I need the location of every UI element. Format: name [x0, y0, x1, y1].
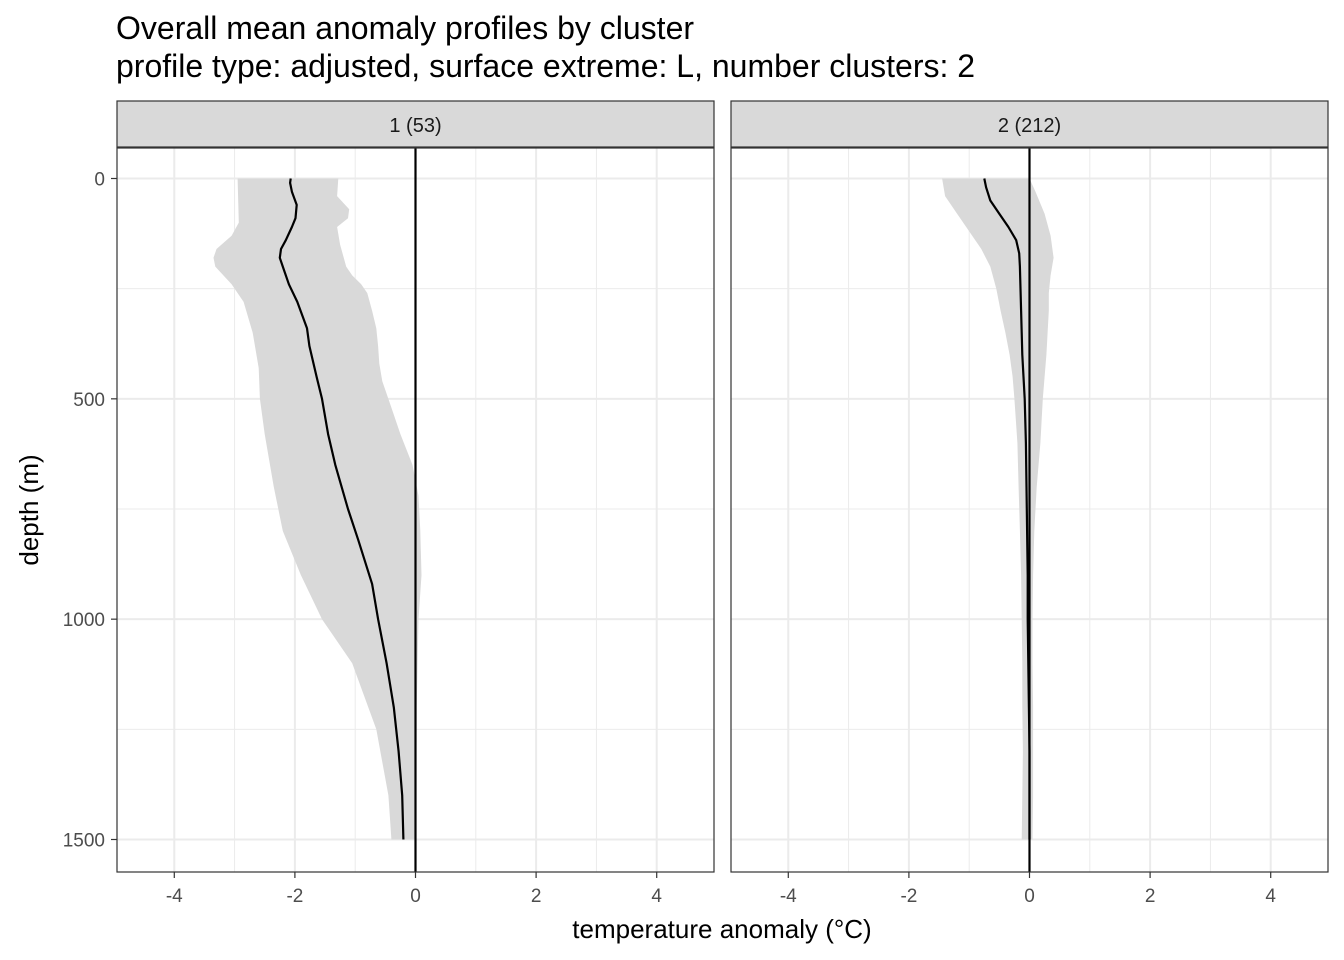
y-axis-label: depth (m) [14, 454, 44, 565]
x-tick-label: 0 [1024, 886, 1035, 907]
x-tick-label: 2 [1145, 886, 1156, 907]
y-tick-label: 1500 [63, 831, 105, 852]
mean-profile-line [983, 178, 1031, 840]
x-tick-label: -2 [900, 886, 917, 907]
x-tick-label: 2 [531, 886, 542, 907]
x-tick-label: 4 [1265, 886, 1276, 907]
facet-label: 2 (212) [998, 115, 1061, 137]
x-tick-label: -4 [166, 886, 183, 907]
range-ribbon [213, 178, 422, 840]
x-tick-label: -2 [286, 886, 303, 907]
mean-profile-line [278, 178, 405, 840]
x-tick-label: 4 [651, 886, 662, 907]
range-ribbon [942, 178, 1054, 840]
x-tick-label: -4 [780, 886, 797, 907]
y-tick-label: 500 [73, 390, 105, 411]
facet-strip [730, 100, 1329, 148]
panel-2: 2 (212) -4 -2 0 2 4 [730, 100, 1329, 907]
y-tick-label: 0 [94, 170, 105, 191]
facet-strip [116, 100, 715, 148]
x-tick-label: 0 [410, 886, 421, 907]
facet-label: 1 (53) [389, 115, 441, 137]
x-axis-label: temperature anomaly (°C) [572, 914, 871, 944]
chart-title: Overall mean anomaly profiles by cluster [116, 10, 695, 46]
y-tick-label: 1000 [63, 610, 105, 631]
panel-1: 1 (53) -4 -2 0 2 4 0 500 1000 1500 [63, 100, 715, 907]
chart-subtitle: profile type: adjusted, surface extreme:… [116, 48, 976, 84]
